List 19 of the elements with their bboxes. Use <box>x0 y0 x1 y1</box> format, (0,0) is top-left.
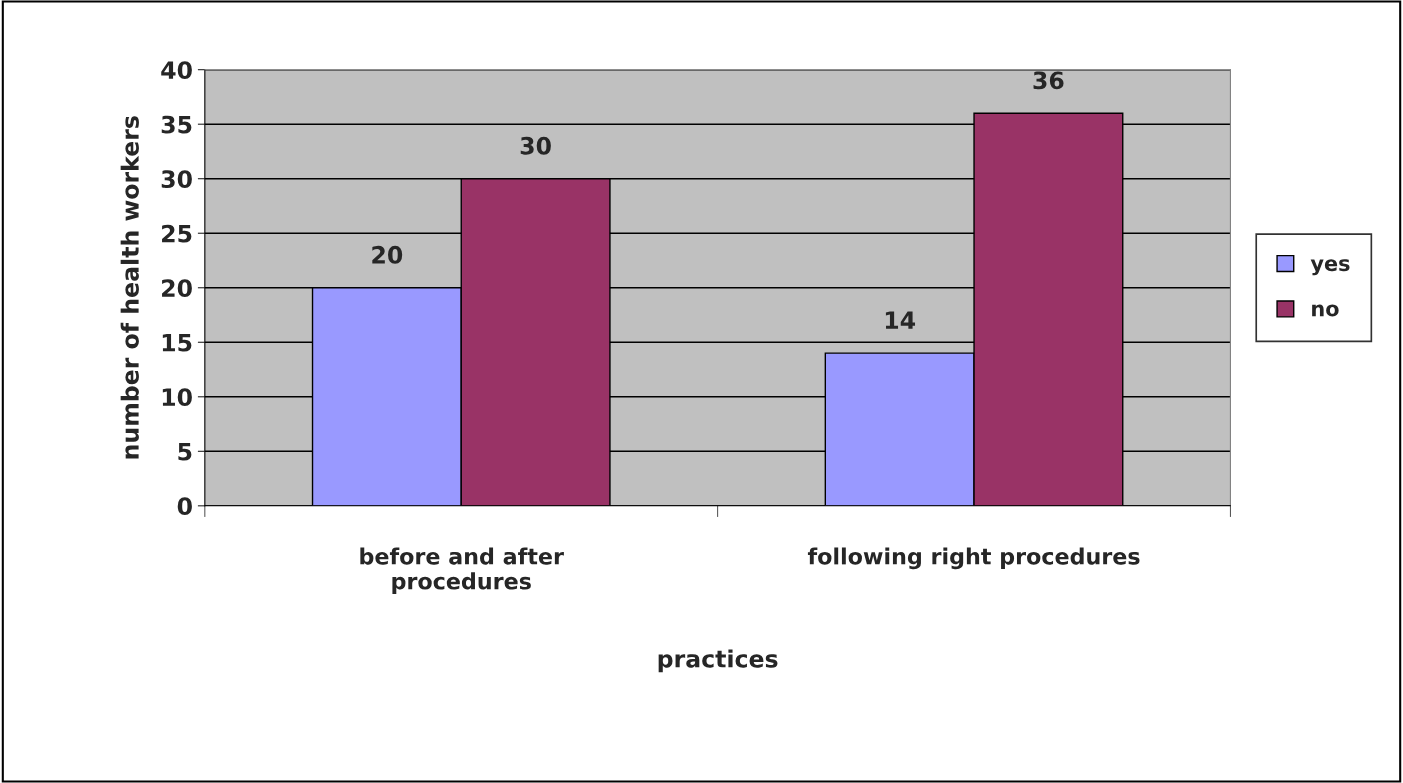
y-tick-label: 5 <box>178 443 192 461</box>
y-tick-label: 40 <box>161 61 192 79</box>
y-axis-title: number of health workers <box>120 116 139 459</box>
y-tick-label: 15 <box>162 334 192 352</box>
legend-label: yes <box>1310 259 1350 276</box>
data-label: 14 <box>885 311 916 329</box>
data-label: 20 <box>372 245 403 264</box>
x-tick-label: before and after procedures <box>360 547 564 594</box>
y-tick-label: 20 <box>162 279 192 298</box>
data-label: 36 <box>1033 71 1064 90</box>
x-tick-label: following right procedures <box>807 547 1140 570</box>
y-tick-label: 25 <box>162 224 192 243</box>
data-label: 30 <box>520 136 551 155</box>
x-axis-title: practices <box>658 649 778 673</box>
y-tick-label: 0 <box>177 497 192 516</box>
y-tick-label: 10 <box>162 388 192 407</box>
y-tick-label: 30 <box>161 170 192 189</box>
legend-label: no <box>1312 304 1339 317</box>
y-tick-label: 35 <box>161 115 192 134</box>
